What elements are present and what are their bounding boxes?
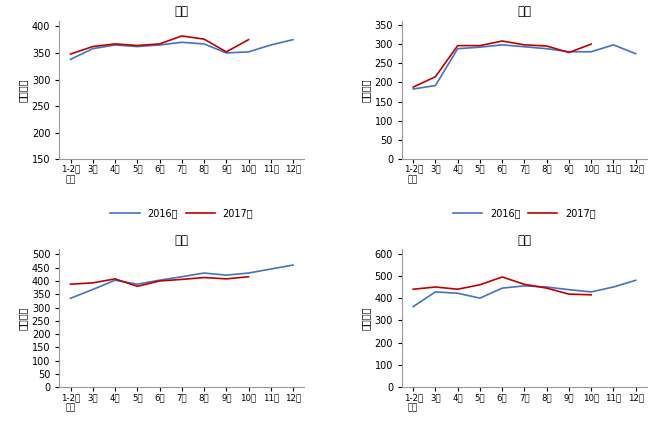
2017年 (587, 292, 595, 297)
2017年 (432, 74, 440, 79)
2017年 (89, 44, 97, 49)
Line: 2016年: 2016年 (71, 40, 293, 59)
2016年 (178, 274, 185, 279)
2016年 (67, 57, 75, 62)
2016年 (200, 41, 208, 46)
2016年 (267, 266, 275, 272)
2016年 (89, 287, 97, 292)
2017年 (156, 278, 164, 283)
2016年 (632, 278, 640, 283)
2017年 (178, 33, 185, 38)
Line: 2016年: 2016年 (413, 45, 636, 89)
2016年 (543, 285, 550, 290)
2016年 (156, 43, 164, 48)
2016年 (89, 46, 97, 51)
2017年 (178, 277, 185, 282)
2017年 (222, 49, 230, 54)
2016年 (521, 44, 529, 49)
2017年 (111, 276, 119, 281)
2017年 (245, 274, 253, 279)
2016年 (432, 289, 440, 294)
2017年 (133, 43, 141, 48)
2017年 (67, 282, 75, 287)
2016年 (133, 44, 141, 49)
Title: 有色: 有色 (517, 234, 531, 247)
2017年 (587, 42, 595, 47)
2016年 (453, 46, 461, 51)
2017年 (200, 275, 208, 280)
2016年 (245, 271, 253, 276)
2016年 (587, 49, 595, 54)
2017年 (200, 37, 208, 42)
2017年 (245, 37, 253, 42)
2017年 (543, 285, 550, 290)
Line: 2017年: 2017年 (71, 36, 249, 54)
2016年 (476, 45, 484, 50)
2016年 (156, 278, 164, 283)
2016年 (111, 43, 119, 48)
2016年 (565, 49, 573, 54)
2017年 (89, 280, 97, 285)
2016年 (453, 291, 461, 296)
2017年 (543, 43, 550, 48)
Line: 2017年: 2017年 (413, 41, 591, 87)
2017年 (498, 38, 506, 43)
2016年 (111, 278, 119, 283)
2016年 (498, 285, 506, 290)
2016年 (498, 43, 506, 48)
2017年 (521, 282, 529, 287)
2017年 (521, 43, 529, 48)
Title: 黑色: 黑色 (175, 234, 189, 247)
2016年 (409, 304, 417, 309)
2016年 (133, 282, 141, 287)
2017年 (133, 284, 141, 289)
2016年 (409, 86, 417, 91)
2017年 (476, 282, 484, 287)
2017年 (409, 287, 417, 292)
2017年 (565, 50, 573, 55)
Title: 化工: 化工 (175, 5, 189, 19)
2016年 (289, 37, 297, 42)
2017年 (565, 292, 573, 297)
2017年 (432, 285, 440, 290)
Line: 2017年: 2017年 (71, 277, 249, 286)
2016年 (67, 296, 75, 301)
2016年 (222, 273, 230, 278)
2016年 (565, 287, 573, 292)
2016年 (222, 51, 230, 56)
Y-axis label: 万千瓦时: 万千瓦时 (18, 78, 28, 102)
2017年 (67, 51, 75, 56)
2016年 (587, 289, 595, 294)
2016年 (432, 83, 440, 88)
2017年 (453, 43, 461, 48)
Y-axis label: 万千瓦时: 万千瓦时 (360, 306, 370, 330)
2017年 (498, 274, 506, 280)
Line: 2016年: 2016年 (71, 265, 293, 298)
2016年 (632, 51, 640, 56)
Legend: 2016年, 2017年: 2016年, 2017年 (110, 208, 253, 218)
2017年 (111, 41, 119, 46)
2017年 (409, 85, 417, 90)
2017年 (476, 43, 484, 48)
Title: 建材: 建材 (517, 5, 531, 19)
2016年 (476, 296, 484, 301)
Legend: 2016年, 2017年: 2016年, 2017年 (453, 208, 596, 218)
2016年 (521, 283, 529, 288)
2016年 (245, 49, 253, 54)
2016年 (289, 263, 297, 268)
2016年 (200, 271, 208, 276)
2016年 (267, 43, 275, 48)
Y-axis label: 万千瓦时: 万千瓦时 (18, 306, 28, 330)
2017年 (453, 287, 461, 292)
Y-axis label: 万千瓦时: 万千瓦时 (360, 78, 370, 102)
2016年 (178, 40, 185, 45)
2017年 (222, 276, 230, 281)
2016年 (609, 43, 617, 48)
2017年 (156, 41, 164, 46)
Line: 2017年: 2017年 (413, 277, 591, 295)
2016年 (609, 285, 617, 290)
Line: 2016年: 2016年 (413, 280, 636, 306)
2016年 (543, 46, 550, 51)
